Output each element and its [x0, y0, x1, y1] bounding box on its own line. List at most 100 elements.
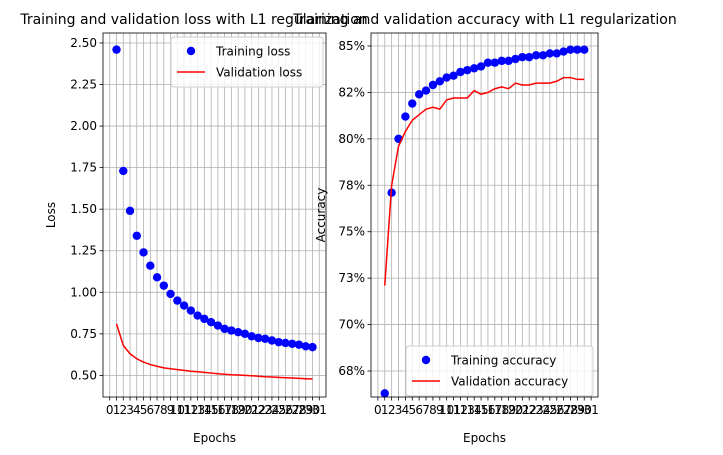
y-tick-label: 70% — [338, 318, 365, 332]
x-tick-label: 2 — [388, 403, 396, 417]
x-tick-label: 0 — [374, 403, 382, 417]
x-tick-label: 2 — [119, 403, 127, 417]
x-tick-label: 13 — [190, 403, 205, 417]
data-point — [538, 51, 548, 60]
x-tick-label: 5 — [140, 403, 148, 417]
axes-frame — [102, 32, 327, 398]
x-tick-label: 12 — [183, 403, 198, 417]
x-tick-label: 9 — [167, 403, 175, 417]
x-tick-label: 20 — [508, 403, 523, 417]
data-point — [428, 80, 438, 90]
x-tick-label: 7 — [422, 403, 430, 417]
data-point — [580, 45, 589, 54]
y-tick-label: 1.25 — [70, 244, 97, 258]
y-tick-label: 73% — [338, 271, 365, 285]
x-tick-label: 15 — [203, 403, 218, 417]
x-tick-label: 8 — [160, 403, 168, 417]
x-tick-label: 10 — [170, 403, 185, 417]
x-tick-label: 28 — [563, 403, 578, 417]
legend-box — [170, 36, 324, 88]
data-point — [511, 54, 520, 64]
data-point — [159, 281, 169, 290]
y-tick-label: 85% — [338, 39, 365, 53]
x-tick-label: 18 — [224, 403, 239, 417]
y-tick-label: 0.50 — [70, 368, 97, 382]
data-point — [483, 58, 493, 67]
x-tick-label: 0 — [106, 403, 114, 417]
y-tick-label: 2.50 — [70, 36, 97, 50]
x-tick-label: 16 — [210, 403, 225, 417]
data-point — [518, 52, 527, 62]
data-point — [112, 45, 121, 54]
data-point — [449, 71, 458, 80]
x-tick-label: 31 — [583, 403, 598, 417]
data-point — [220, 324, 229, 334]
data-point — [531, 51, 541, 60]
y-tick-label: 0.75 — [70, 327, 97, 341]
x-tick-label: 6 — [415, 403, 423, 417]
x-tick-label: 30 — [577, 403, 592, 417]
data-point — [408, 99, 417, 108]
x-tick-label: 11 — [176, 403, 191, 417]
x-tick-label: 1 — [381, 403, 389, 417]
x-tick-label: 20 — [237, 403, 252, 417]
x-tick-label: 9 — [436, 403, 444, 417]
x-tick-label: 5 — [408, 403, 416, 417]
data-point — [193, 311, 202, 320]
x-tick-label: 25 — [271, 403, 286, 417]
x-tick-label: 28 — [291, 403, 306, 417]
y-tick-label: 75% — [338, 225, 365, 239]
data-point — [227, 326, 236, 335]
data-point — [442, 73, 451, 82]
data-point — [119, 166, 128, 176]
chart-title: Training and validation loss with L1 reg… — [19, 12, 367, 28]
data-point — [240, 329, 250, 339]
x-tick-label: 8 — [429, 403, 437, 417]
data-point — [421, 86, 431, 95]
legend-marker-swatch — [186, 46, 196, 56]
x-tick-label: 27 — [556, 403, 571, 417]
data-point — [125, 206, 135, 216]
x-tick-label: 29 — [298, 403, 313, 417]
series-line-1 — [115, 323, 313, 380]
data-point — [497, 56, 506, 66]
data-point — [294, 340, 304, 349]
x-tick-label: 22 — [522, 403, 537, 417]
x-tick-label: 21 — [515, 403, 530, 417]
x-tick-label: 12 — [453, 403, 468, 417]
x-tick-label: 23 — [528, 403, 543, 417]
legend-box — [405, 345, 594, 397]
x-tick-label: 25 — [542, 403, 557, 417]
x-tick-label: 4 — [402, 403, 410, 417]
x-tick-label: 22 — [251, 403, 266, 417]
x-tick-label: 17 — [487, 403, 502, 417]
legend-label: Validation accuracy — [451, 375, 568, 389]
x-tick-label: 26 — [549, 403, 564, 417]
x-tick-label: 3 — [126, 403, 134, 417]
x-tick-label: 29 — [570, 403, 585, 417]
data-point — [552, 49, 561, 58]
data-point — [463, 65, 472, 75]
legend-marker-swatch — [421, 355, 431, 365]
loss-chart: 0 1 2 3 4 5 6 7 8 9101112131415161718192021222324… — [19, 12, 367, 445]
data-point — [179, 301, 189, 310]
x-tick-label: 26 — [278, 403, 293, 417]
data-point — [504, 56, 513, 66]
data-point — [260, 334, 270, 344]
data-point — [139, 248, 148, 257]
x-tick-label: 10 — [439, 403, 454, 417]
legend-label: Training loss — [215, 45, 290, 59]
x-tick-label: 13 — [460, 403, 475, 417]
y-tick-label: 82% — [338, 85, 365, 99]
data-point — [545, 49, 555, 58]
x-tick-label: 7 — [153, 403, 161, 417]
x-tick-label: 19 — [231, 403, 246, 417]
x-tick-label: 3 — [395, 403, 403, 417]
legend-label: Validation loss — [216, 66, 302, 80]
x-tick-label: 23 — [258, 403, 273, 417]
x-tick-label: 15 — [473, 403, 488, 417]
data-point — [380, 389, 389, 398]
y-axis-label: Accuracy — [314, 188, 328, 243]
data-point — [186, 306, 196, 315]
accuracy-chart: 0 1 2 3 4 5 6 7 8 9101112131415161718192021222324… — [292, 12, 676, 445]
